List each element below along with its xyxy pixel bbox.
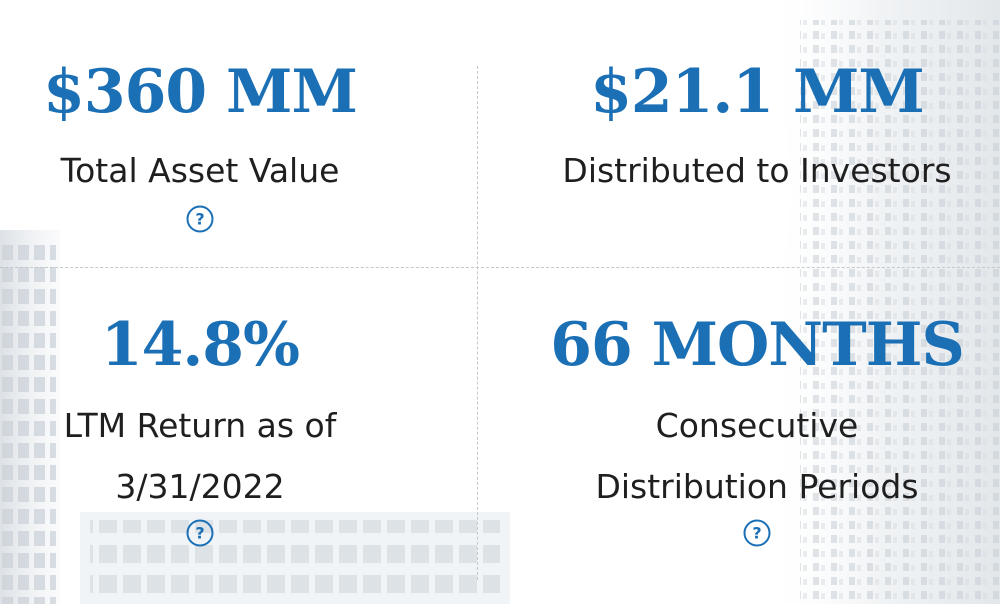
stat-label-line: Distributed to Investors (562, 151, 952, 190)
horizontal-divider (0, 267, 1000, 268)
stat-ltm-return: 14.8% LTM Return as of 3/31/2022 ? (0, 313, 400, 552)
stat-label-line: Consecutive (655, 406, 859, 445)
stat-value: $21.1 MM (590, 57, 925, 127)
stat-label-line: Total Asset Value (60, 151, 340, 190)
stat-label: Consecutive Distribution Periods (517, 395, 997, 517)
stat-distributed-to-investors: $21.1 MM Distributed to Investors (517, 60, 997, 201)
vertical-divider (477, 66, 478, 580)
svg-text:?: ? (195, 210, 204, 229)
stat-label: LTM Return as of 3/31/2022 (0, 395, 400, 517)
stat-label-line: Distribution Periods (595, 467, 919, 506)
stat-consecutive-distribution-periods: 66 MONTHS Consecutive Distribution Perio… (517, 313, 997, 552)
stat-label-line: LTM Return as of (63, 406, 337, 445)
stat-value: $360 MM (43, 57, 358, 127)
stat-total-asset-value: $360 MM Total Asset Value ? (0, 60, 400, 238)
stat-value: 14.8% (100, 310, 300, 380)
svg-text:?: ? (752, 524, 761, 543)
stat-label: Total Asset Value (0, 140, 400, 201)
question-circle-icon[interactable]: ? (186, 205, 214, 233)
stat-label: Distributed to Investors (517, 140, 997, 201)
stat-label-line: 3/31/2022 (115, 467, 285, 506)
stat-value: 66 MONTHS (550, 310, 965, 380)
question-circle-icon[interactable]: ? (743, 519, 771, 547)
svg-text:?: ? (195, 524, 204, 543)
question-circle-icon[interactable]: ? (186, 519, 214, 547)
